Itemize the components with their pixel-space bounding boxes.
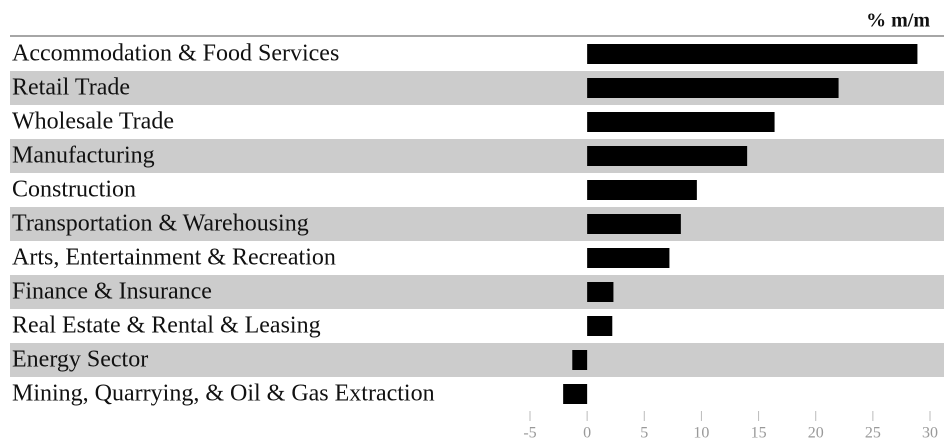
category-label: Real Estate & Rental & Leasing	[12, 313, 321, 339]
x-tick-label: 30	[922, 425, 938, 442]
bar	[587, 214, 681, 234]
category-label: Retail Trade	[12, 75, 130, 101]
row-band	[10, 275, 944, 309]
category-label: Mining, Quarrying, & Oil & Gas Extractio…	[12, 381, 435, 407]
category-label: Transportation & Warehousing	[12, 211, 309, 237]
bar	[587, 316, 613, 336]
category-label: Accommodation & Food Services	[12, 41, 339, 67]
row-band	[10, 207, 944, 241]
category-label: Energy Sector	[12, 347, 148, 373]
x-tick-label: 5	[640, 425, 648, 442]
bar	[587, 44, 918, 64]
bar	[587, 78, 839, 98]
category-label: Wholesale Trade	[12, 109, 174, 135]
category-label: Construction	[12, 177, 136, 203]
x-tick-label: 0	[583, 425, 591, 442]
x-tick-label: 15	[751, 425, 767, 442]
x-tick-label: 25	[865, 425, 881, 442]
unit-label: % m/m	[866, 10, 930, 32]
row-band	[10, 139, 944, 173]
bar	[572, 350, 588, 370]
row-band	[10, 343, 944, 377]
category-label: Finance & Insurance	[12, 279, 212, 305]
x-tick-label: 10	[693, 425, 709, 442]
category-label: Arts, Entertainment & Recreation	[12, 245, 336, 271]
bar	[587, 146, 748, 166]
bar	[587, 282, 614, 302]
bar	[587, 180, 697, 200]
category-label: Manufacturing	[12, 143, 155, 169]
bar	[587, 248, 670, 268]
x-tick-label: -5	[523, 425, 536, 442]
x-tick-label: 20	[808, 425, 824, 442]
bar	[563, 384, 588, 404]
bar	[587, 112, 775, 132]
